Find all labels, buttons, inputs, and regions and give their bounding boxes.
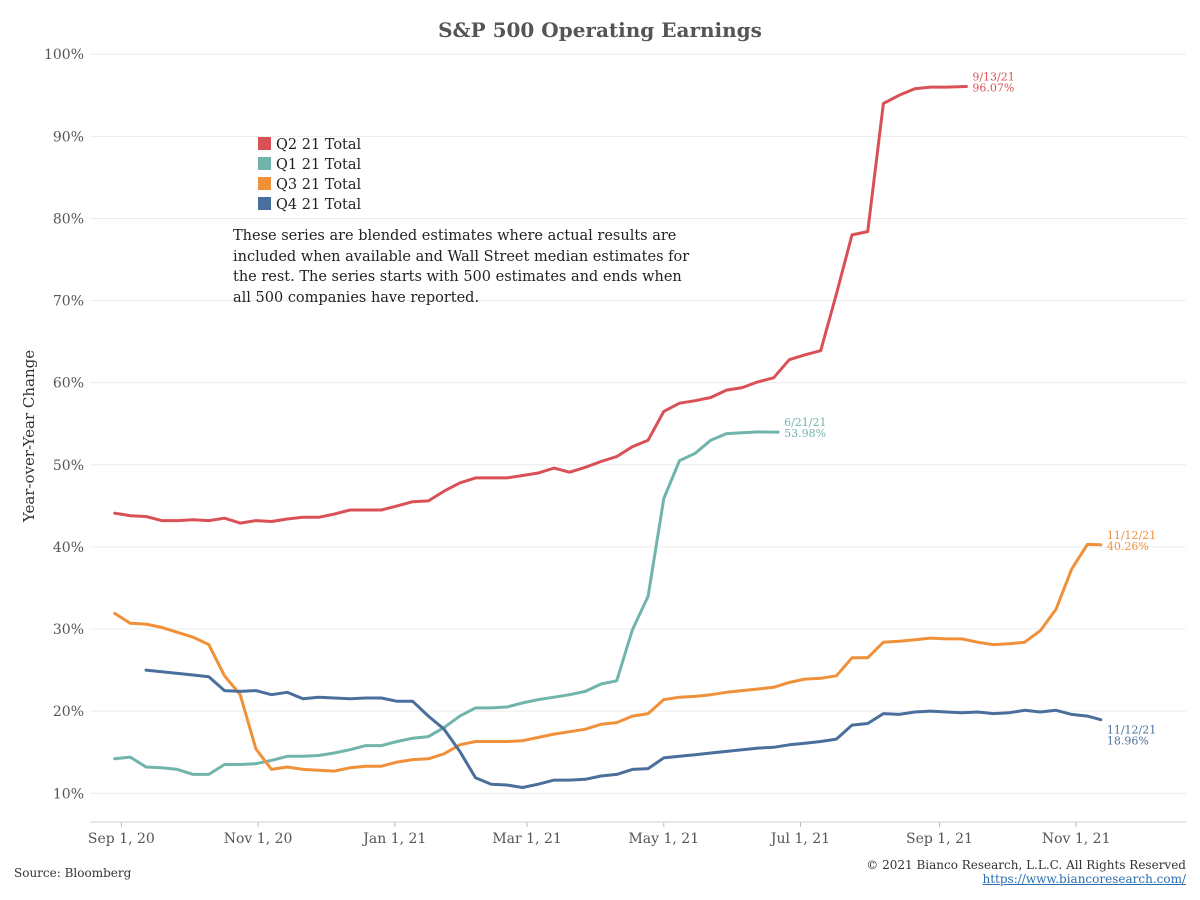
x-tick-label: Jan 1, 21 bbox=[361, 831, 426, 847]
legend-label: Q4 21 Total bbox=[276, 197, 362, 213]
x-tick-label: Sep 1, 21 bbox=[906, 831, 973, 847]
gridlines bbox=[90, 53, 1186, 794]
end-labels: 9/13/2196.07%6/21/2153.98%11/12/2140.26%… bbox=[784, 70, 1156, 747]
copyright-text: © 2021 Bianco Research, L.L.C. All Right… bbox=[866, 858, 1186, 872]
x-tick-label: Mar 1, 21 bbox=[492, 831, 561, 847]
x-tick-label: Nov 1, 20 bbox=[224, 831, 293, 847]
series-line-q3-21-total bbox=[113, 542, 1103, 773]
x-tick-label: May 1, 21 bbox=[628, 831, 699, 847]
website-link[interactable]: https://www.biancoresearch.com/ bbox=[982, 872, 1186, 886]
y-tick-label: 30% bbox=[53, 622, 84, 638]
chart-title: S&P 500 Operating Earnings bbox=[438, 18, 762, 42]
end-label-value: 40.26% bbox=[1107, 540, 1149, 553]
legend-swatch bbox=[258, 157, 271, 170]
y-axis: 10% 20% 30% 40% 50% 60% 70% 80% 90% 100% bbox=[44, 47, 84, 802]
y-axis-title: Year-over-Year Change bbox=[20, 350, 38, 523]
chart-note: These series are blended estimates where… bbox=[233, 228, 690, 306]
legend: Q2 21 Total Q1 21 Total Q3 21 Total Q4 21 T… bbox=[258, 137, 362, 213]
y-tick-label: 70% bbox=[53, 294, 84, 310]
y-tick-label: 100% bbox=[44, 47, 84, 63]
legend-swatch bbox=[258, 197, 271, 210]
y-tick-label: 80% bbox=[53, 211, 84, 227]
series-line-q1-21-total bbox=[113, 430, 780, 776]
x-tick-label: Nov 1, 21 bbox=[1042, 831, 1111, 847]
copyright-block: © 2021 Bianco Research, L.L.C. All Right… bbox=[866, 858, 1186, 886]
series-line-q4-21-total bbox=[144, 668, 1103, 789]
y-tick-label: 40% bbox=[53, 540, 84, 556]
legend-swatch bbox=[258, 137, 271, 150]
y-tick-label: 50% bbox=[53, 458, 84, 474]
end-label-date: 11/12/21 bbox=[1107, 724, 1156, 737]
y-tick-label: 20% bbox=[53, 704, 84, 720]
y-tick-label: 90% bbox=[53, 129, 84, 145]
legend-label: Q3 21 Total bbox=[276, 177, 362, 193]
end-label-date: 9/13/21 bbox=[972, 70, 1014, 83]
end-label-value: 96.07% bbox=[972, 81, 1014, 94]
x-tick-label: Jul 1, 21 bbox=[769, 831, 830, 847]
x-axis: Sep 1, 20 Nov 1, 20 Jan 1, 21 Mar 1, 21 May … bbox=[88, 822, 1111, 847]
end-label-date: 6/21/21 bbox=[784, 416, 826, 429]
end-label-value: 53.98% bbox=[784, 427, 826, 440]
source-note: Source: Bloomberg bbox=[14, 866, 132, 880]
end-label-date: 11/12/21 bbox=[1107, 529, 1156, 542]
series-line-q2-21-total bbox=[113, 85, 968, 525]
legend-label: Q2 21 Total bbox=[276, 137, 362, 153]
y-tick-label: 60% bbox=[53, 376, 84, 392]
series-lines bbox=[113, 85, 1103, 789]
y-tick-label: 10% bbox=[53, 786, 84, 802]
end-label-value: 18.96% bbox=[1107, 735, 1149, 748]
legend-label: Q1 21 Total bbox=[276, 157, 362, 173]
x-tick-label: Sep 1, 20 bbox=[88, 831, 155, 847]
legend-swatch bbox=[258, 177, 271, 190]
